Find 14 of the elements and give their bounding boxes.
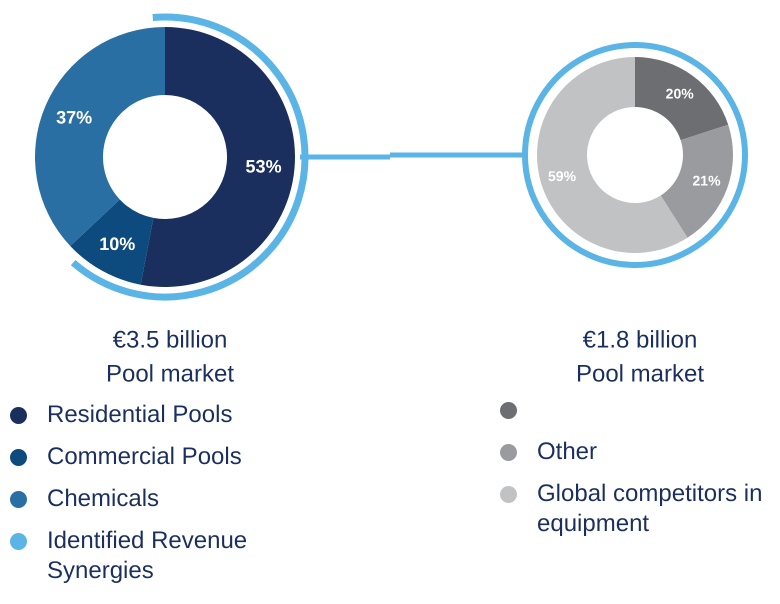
legend-label: Residential Pools xyxy=(47,400,232,430)
legend-label: Other xyxy=(537,437,598,467)
data-label: 21% xyxy=(692,172,722,189)
legend-label: Chemicals xyxy=(47,484,160,514)
data-label: 10% xyxy=(99,234,136,254)
data-label: 59% xyxy=(548,168,577,184)
data-label: 37% xyxy=(56,108,92,128)
text: €1.8 billion Pool market xyxy=(576,326,704,388)
data-label: 20% xyxy=(666,86,694,102)
legend-label: Commercial Pools xyxy=(47,442,242,472)
legend-label: Global competitors in equipment xyxy=(537,479,764,539)
data-label: 53% xyxy=(246,156,282,176)
text: €3.5 billion Pool market xyxy=(106,326,234,388)
legend-label: Identified Revenue Synergies xyxy=(47,526,248,586)
